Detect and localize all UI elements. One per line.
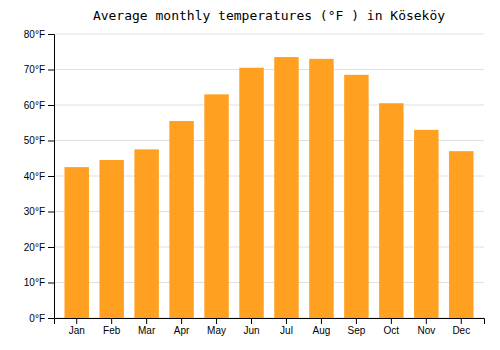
title: Average monthly temperatures (°F ) in Kö… xyxy=(93,8,445,23)
y-tick: 70°F xyxy=(24,64,54,75)
x-tick: Apr xyxy=(174,318,190,336)
y-tick: 50°F xyxy=(24,135,54,146)
tick-mark xyxy=(48,141,54,142)
tick-label: Oct xyxy=(384,325,400,336)
tick-label: Nov xyxy=(417,325,435,336)
x-tick: Mar xyxy=(138,318,156,336)
bar xyxy=(64,167,88,318)
x-tick: Dec xyxy=(452,318,470,336)
y-tick: 10°F xyxy=(24,277,54,288)
x-tick: Jul xyxy=(280,318,293,336)
tick-mark xyxy=(48,283,54,284)
tick-mark xyxy=(111,318,112,324)
grid-line xyxy=(54,69,484,70)
y-axis: 0°F 10°F 20°F 30°F 40°F 50°F 60°F 70°F 80°F xyxy=(24,29,55,324)
tick-mark xyxy=(146,318,147,324)
grid xyxy=(54,34,484,318)
bar xyxy=(379,103,403,318)
tick-label: 30°F xyxy=(24,206,45,217)
tick-label: Jul xyxy=(280,325,293,336)
tick-mark xyxy=(216,318,217,324)
tick-mark xyxy=(461,318,462,324)
chart: 0°F 10°F 20°F 30°F 40°F 50°F 60°F 70°F 80°F Jan Fe… xyxy=(0,0,500,350)
bar xyxy=(99,160,123,318)
axis-line xyxy=(55,319,485,325)
bar xyxy=(449,151,473,318)
tick-label: 10°F xyxy=(24,277,45,288)
tick-label: Jan xyxy=(69,325,85,336)
tick-mark xyxy=(286,318,287,324)
tick-mark xyxy=(48,70,54,71)
tick-label: Jun xyxy=(243,325,259,336)
tick-mark xyxy=(391,318,392,324)
tick-mark xyxy=(48,318,54,319)
y-tick: 40°F xyxy=(24,171,54,182)
tick-label: May xyxy=(207,325,226,336)
x-tick: Jan xyxy=(69,318,85,336)
y-tick: 30°F xyxy=(24,206,54,217)
x-tick: Nov xyxy=(417,318,435,336)
x-tick: May xyxy=(207,318,226,336)
tick-label: 70°F xyxy=(24,64,45,75)
bar xyxy=(169,121,193,318)
tick-mark xyxy=(356,318,357,324)
tick-mark xyxy=(48,212,54,213)
tick-mark xyxy=(251,318,252,324)
grid-line xyxy=(54,105,484,106)
bar xyxy=(239,68,263,318)
bar xyxy=(414,130,438,318)
tick-mark xyxy=(76,318,77,324)
tick-mark xyxy=(181,318,182,324)
tick-mark xyxy=(321,318,322,324)
y-tick: 80°F xyxy=(24,29,54,40)
tick-label: 80°F xyxy=(24,29,45,40)
bar xyxy=(309,59,333,318)
tick-label: Apr xyxy=(174,325,190,336)
tick-mark xyxy=(48,34,54,35)
tick-label: Feb xyxy=(103,325,121,336)
bar xyxy=(274,57,298,318)
tick-label: Dec xyxy=(452,325,470,336)
tick-label: 0°F xyxy=(29,313,45,324)
y-tick: 20°F xyxy=(24,242,54,253)
bar xyxy=(134,149,158,318)
bar xyxy=(204,94,228,318)
tick-label: Aug xyxy=(313,325,331,336)
axis-line xyxy=(48,35,55,319)
x-tick: Feb xyxy=(103,318,121,336)
tick-label: 20°F xyxy=(24,242,45,253)
y-tick: 0°F xyxy=(29,313,54,324)
tick-mark xyxy=(48,105,54,106)
bar xyxy=(344,75,368,318)
y-tick: 60°F xyxy=(24,100,54,111)
grid-line xyxy=(54,34,484,35)
tick-mark xyxy=(426,318,427,324)
x-tick: Aug xyxy=(313,318,331,336)
plot-area xyxy=(64,57,473,318)
tick-label: 40°F xyxy=(24,171,45,182)
tick-label: Sep xyxy=(347,325,365,336)
tick-label: 50°F xyxy=(24,135,45,146)
x-axis: Jan Feb Mar Apr May Jun Jul Aug Sep Oct Nov Dec xyxy=(55,318,485,336)
x-tick: Oct xyxy=(384,318,400,336)
tick-label: 60°F xyxy=(24,100,45,111)
tick-mark xyxy=(48,176,54,177)
x-tick: Jun xyxy=(243,318,259,336)
x-tick: Sep xyxy=(347,318,365,336)
tick-mark xyxy=(48,247,54,248)
tick-label: Mar xyxy=(138,325,156,336)
